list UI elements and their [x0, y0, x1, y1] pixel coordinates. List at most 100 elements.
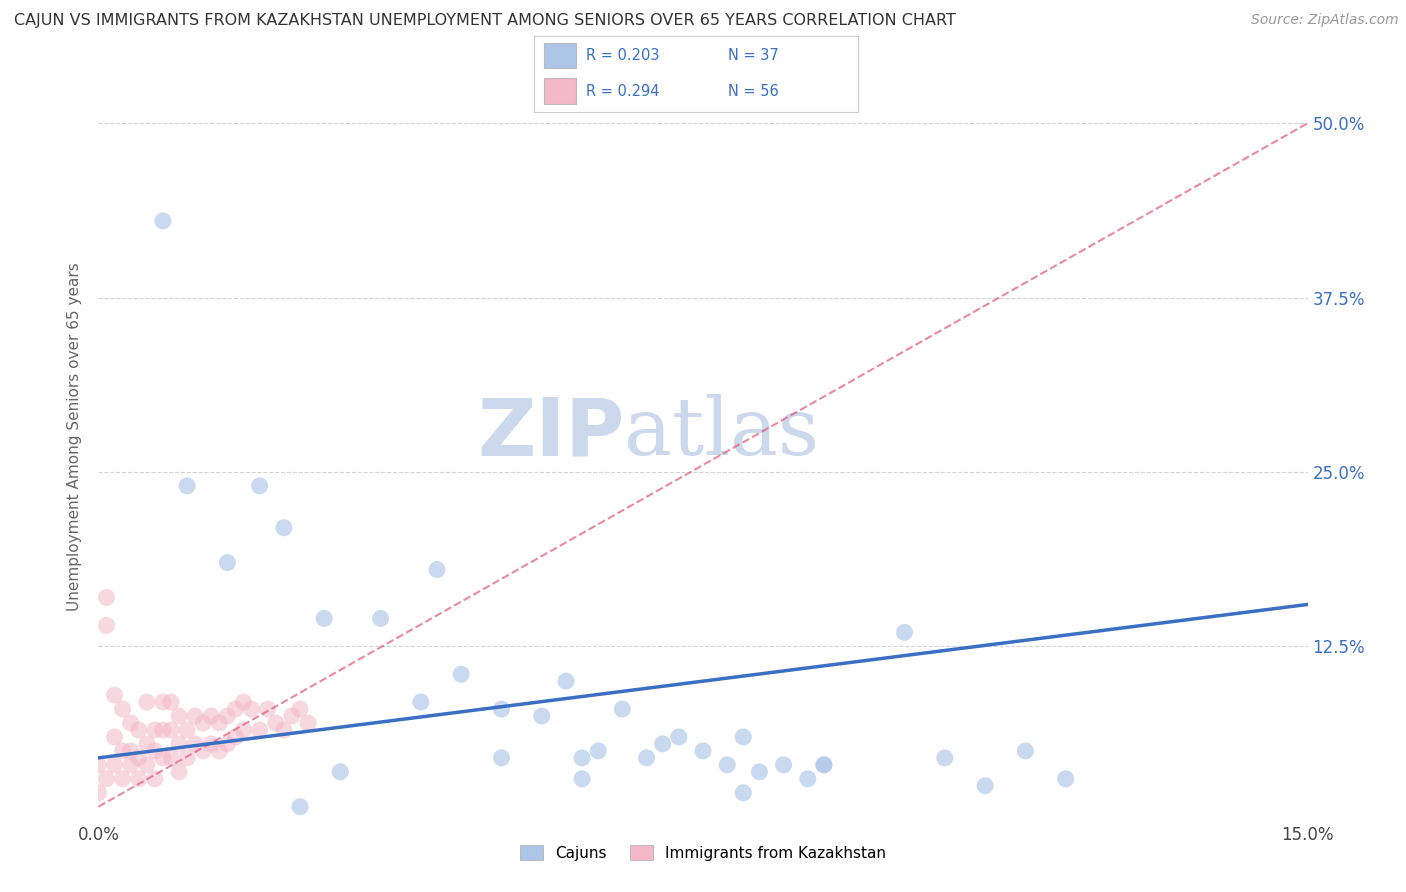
Point	[426, 563, 449, 577]
Point	[974, 779, 997, 793]
Text: R = 0.203: R = 0.203	[586, 48, 659, 63]
Text: CAJUN VS IMMIGRANTS FROM KAZAKHSTAN UNEMPLOYMENT AMONG SENIORS OVER 65 YEARS COR: CAJUN VS IMMIGRANTS FROM KAZAKHSTAN UNEM…	[14, 13, 956, 29]
Point	[143, 723, 166, 737]
Point	[200, 709, 222, 723]
Point	[128, 772, 150, 786]
FancyBboxPatch shape	[544, 78, 576, 104]
Point	[733, 730, 755, 744]
Point	[103, 688, 125, 702]
Point	[555, 674, 578, 689]
Point	[96, 618, 118, 632]
Point	[193, 716, 215, 731]
Point	[128, 751, 150, 765]
Point	[530, 709, 553, 723]
Point	[224, 702, 246, 716]
Text: Source: ZipAtlas.com: Source: ZipAtlas.com	[1251, 13, 1399, 28]
Point	[184, 709, 207, 723]
Text: N = 37: N = 37	[728, 48, 779, 63]
Point	[651, 737, 673, 751]
Point	[370, 611, 392, 625]
Point	[450, 667, 472, 681]
Point	[135, 695, 157, 709]
Point	[491, 702, 513, 716]
Point	[160, 695, 183, 709]
Point	[934, 751, 956, 765]
Point	[232, 695, 254, 709]
Point	[297, 716, 319, 731]
Point	[208, 716, 231, 731]
Point	[160, 751, 183, 765]
Point	[772, 757, 794, 772]
Point	[273, 723, 295, 737]
Point	[256, 702, 278, 716]
Point	[249, 723, 271, 737]
Point	[249, 479, 271, 493]
Point	[224, 730, 246, 744]
Point	[232, 723, 254, 737]
Point	[217, 556, 239, 570]
Point	[160, 723, 183, 737]
Text: ZIP: ZIP	[477, 394, 624, 472]
Point	[111, 702, 134, 716]
Point	[217, 737, 239, 751]
Point	[692, 744, 714, 758]
Point	[797, 772, 820, 786]
Point	[571, 751, 593, 765]
Point	[281, 709, 304, 723]
Point	[120, 757, 142, 772]
Point	[152, 751, 174, 765]
Point	[152, 723, 174, 737]
Point	[208, 744, 231, 758]
Point	[733, 786, 755, 800]
Point	[200, 737, 222, 751]
FancyBboxPatch shape	[544, 43, 576, 69]
Point	[120, 744, 142, 758]
Point	[87, 786, 110, 800]
Point	[143, 744, 166, 758]
Point	[143, 772, 166, 786]
Point	[668, 730, 690, 744]
Point	[152, 695, 174, 709]
Point	[103, 730, 125, 744]
Point	[409, 695, 432, 709]
Point	[288, 702, 311, 716]
Point	[586, 744, 609, 758]
Point	[176, 751, 198, 765]
Point	[193, 744, 215, 758]
Point	[111, 744, 134, 758]
Point	[111, 772, 134, 786]
Point	[152, 214, 174, 228]
Point	[96, 772, 118, 786]
Point	[103, 757, 125, 772]
Point	[167, 764, 190, 779]
Text: N = 56: N = 56	[728, 84, 779, 98]
Text: atlas: atlas	[624, 394, 820, 472]
Point	[264, 716, 287, 731]
Point	[87, 757, 110, 772]
Y-axis label: Unemployment Among Seniors over 65 years: Unemployment Among Seniors over 65 years	[67, 263, 83, 611]
Point	[288, 799, 311, 814]
Point	[329, 764, 352, 779]
Point	[813, 757, 835, 772]
Point	[135, 737, 157, 751]
Point	[184, 737, 207, 751]
Point	[748, 764, 770, 779]
Point	[491, 751, 513, 765]
Point	[571, 772, 593, 786]
Text: R = 0.294: R = 0.294	[586, 84, 659, 98]
Point	[167, 737, 190, 751]
Point	[1014, 744, 1036, 758]
Point	[636, 751, 658, 765]
Point	[128, 723, 150, 737]
Point	[176, 723, 198, 737]
Point	[893, 625, 915, 640]
Point	[314, 611, 336, 625]
Point	[217, 709, 239, 723]
Point	[716, 757, 738, 772]
Point	[813, 757, 835, 772]
Point	[612, 702, 634, 716]
Point	[167, 709, 190, 723]
Point	[135, 757, 157, 772]
Point	[120, 716, 142, 731]
Point	[96, 591, 118, 605]
